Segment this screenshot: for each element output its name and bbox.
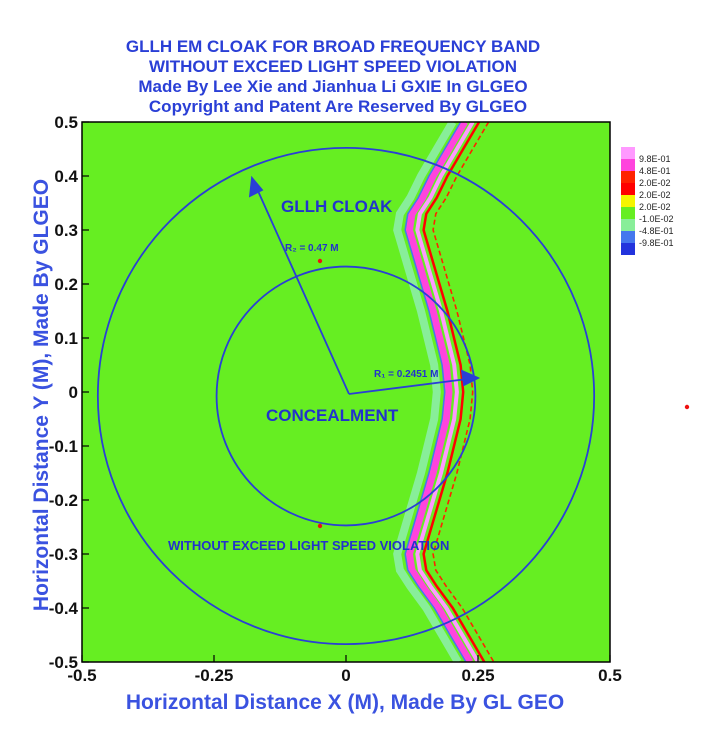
y-tick-label: -0.3 bbox=[49, 545, 78, 564]
r1-arrow-line bbox=[348, 377, 476, 395]
annotations: GLLH CLOAK R₂ = 0.47 M R₁ = 0.2451 M CON… bbox=[168, 197, 449, 553]
y-tick-label: 0.1 bbox=[54, 329, 78, 348]
legend-swatch bbox=[621, 171, 635, 183]
legend-level-label: 2.0E-02 bbox=[639, 178, 671, 188]
legend-swatch bbox=[621, 195, 635, 207]
legend-level-label: -4.8E-01 bbox=[639, 226, 674, 236]
y-tick-label: -0.1 bbox=[49, 437, 78, 456]
radius-arrows bbox=[248, 175, 481, 395]
title-line-1: GLLH EM CLOAK FOR BROAD FREQUENCY BAND bbox=[126, 37, 540, 56]
wave-band-cyan bbox=[393, 122, 462, 662]
x-tick-label: 0 bbox=[341, 666, 350, 685]
y-tick-label: -0.5 bbox=[49, 653, 78, 672]
x-axis-label: Horizontal Distance X (M), Made By GL GE… bbox=[126, 691, 564, 714]
legend-level-label: -9.8E-01 bbox=[639, 238, 674, 248]
legend-swatch bbox=[621, 207, 635, 219]
color-legend: 9.8E-01 4.8E-01 2.0E-02 2.0E-02 2.0E-02 -1.0E… bbox=[621, 147, 674, 255]
title-line-2: WITHOUT EXCEED LIGHT SPEED VIOLATION bbox=[149, 57, 517, 76]
r2-arrow-head bbox=[248, 175, 264, 198]
r1-arrow-head bbox=[460, 369, 481, 387]
wave-band-red-outer bbox=[432, 122, 495, 662]
y-axis-label: Horizontal Distance Y (M), Made By GLGEO bbox=[30, 179, 53, 611]
red-dot-outside bbox=[684, 404, 690, 410]
r2-label: R₂ = 0.47 M bbox=[285, 243, 339, 254]
red-dot-top bbox=[317, 258, 323, 264]
y-tick-label: 0.3 bbox=[54, 221, 78, 240]
legend-swatch bbox=[621, 147, 635, 159]
y-tick-label: 0.4 bbox=[54, 167, 78, 186]
x-tick-label: -0.25 bbox=[195, 666, 234, 685]
legend-level-label: 2.0E-02 bbox=[639, 202, 671, 212]
y-axis-ticks: 0.5 0.4 0.3 0.2 0.1 0 -0.1 -0.2 -0.3 -0.4 -0.5 bbox=[49, 113, 89, 672]
wave-band-red bbox=[422, 122, 486, 662]
x-tick-label: -0.5 bbox=[67, 666, 96, 685]
x-axis-ticks: -0.5 -0.25 0 0.25 0.5 bbox=[67, 655, 622, 685]
red-dots bbox=[317, 258, 690, 529]
y-tick-label: 0 bbox=[69, 383, 78, 402]
wave-band-blue bbox=[404, 122, 467, 662]
wave-band-pink bbox=[415, 122, 480, 662]
inner-cloak-circle bbox=[215, 265, 477, 527]
y-tick-label: -0.2 bbox=[49, 491, 78, 510]
chart-title: GLLH EM CLOAK FOR BROAD FREQUENCY BAND W… bbox=[126, 37, 540, 116]
y-tick-label: -0.4 bbox=[49, 599, 79, 618]
legend-level-label: 4.8E-01 bbox=[639, 166, 671, 176]
r2-arrow-line bbox=[253, 181, 350, 395]
concealment-label: CONCEALMENT bbox=[266, 406, 399, 425]
y-tick-label: 0.2 bbox=[54, 275, 78, 294]
legend-swatch bbox=[621, 159, 635, 171]
cloak-label: GLLH CLOAK bbox=[281, 197, 393, 216]
x-tick-label: 0.25 bbox=[461, 666, 494, 685]
legend-swatch bbox=[621, 243, 635, 255]
legend-level-label: 2.0E-02 bbox=[639, 190, 671, 200]
r1-label: R₁ = 0.2451 M bbox=[374, 369, 438, 380]
y-tick-label: 0.5 bbox=[54, 113, 78, 132]
legend-swatch bbox=[621, 219, 635, 231]
legend-level-label: -1.0E-02 bbox=[639, 214, 674, 224]
outer-cloak-circle bbox=[96, 146, 596, 646]
legend-level-label: 9.8E-01 bbox=[639, 154, 671, 164]
wave-band-magenta bbox=[405, 122, 474, 662]
title-line-4: Copyright and Patent Are Reserved By GLG… bbox=[149, 97, 527, 116]
title-line-3: Made By Lee Xie and Jianhua Li GXIE In G… bbox=[138, 77, 527, 96]
legend-swatch bbox=[621, 183, 635, 195]
x-tick-label: 0.5 bbox=[598, 666, 622, 685]
violation-label: WITHOUT EXCEED LIGHT SPEED VIOLATION bbox=[168, 538, 449, 553]
red-dot-bottom bbox=[317, 523, 323, 529]
wave-bands bbox=[393, 122, 495, 662]
legend-swatch bbox=[621, 231, 635, 243]
